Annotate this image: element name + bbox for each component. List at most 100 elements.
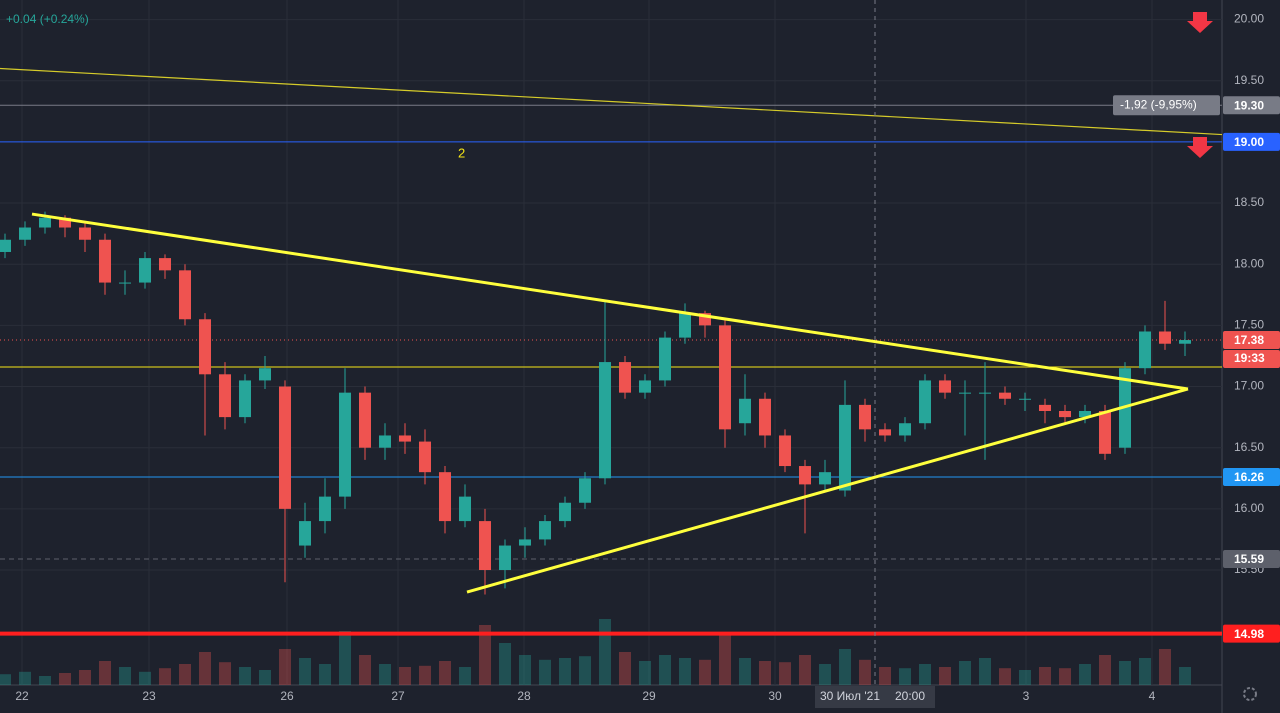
candle-body	[579, 478, 591, 503]
candles	[0, 211, 1191, 595]
x-tick-label: 27	[391, 689, 405, 703]
candle-body	[899, 423, 911, 436]
volume-bar	[339, 631, 351, 685]
candle-body	[799, 466, 811, 485]
volume-bar	[319, 664, 331, 685]
candle-body	[999, 392, 1011, 399]
volume-bar	[279, 649, 291, 685]
candle-body	[679, 313, 691, 338]
trendlines	[0, 67, 1223, 594]
volume-bar	[919, 664, 931, 685]
volume-bar	[939, 667, 951, 685]
countdown-bg	[1223, 350, 1280, 369]
x-tick-label: 29	[642, 689, 656, 703]
candle-body	[639, 380, 651, 393]
volume-bar	[999, 668, 1011, 685]
y-tick-label: 18.00	[1234, 256, 1264, 270]
trendline	[466, 387, 1189, 594]
candle-body	[139, 258, 151, 283]
y-tick-label: 18.50	[1234, 195, 1264, 209]
candle-body	[59, 217, 71, 228]
volume-bar	[479, 625, 491, 685]
volume-bar	[39, 676, 51, 685]
alert-arrow[interactable]	[1187, 137, 1213, 158]
candle-body	[319, 496, 331, 522]
volume-bar	[1059, 668, 1071, 685]
candle-body	[739, 398, 751, 424]
volume-bar	[379, 664, 391, 685]
candle-body	[459, 496, 471, 522]
price-label: 14.98	[1234, 627, 1264, 641]
volume-bar	[959, 661, 971, 685]
price-label-bg	[1223, 624, 1280, 643]
volume-bar	[1079, 664, 1091, 685]
candle-body	[879, 429, 891, 436]
volume-bar	[879, 667, 891, 685]
volume-bar	[839, 649, 851, 685]
candle-body	[819, 472, 831, 485]
candle-body	[599, 362, 611, 479]
candle-body	[299, 521, 311, 546]
x-tick-label: 22	[15, 689, 29, 703]
volume-bar	[399, 667, 411, 685]
volume-bar	[1039, 667, 1051, 685]
candle-body	[519, 539, 531, 546]
volume-bar	[1139, 658, 1151, 685]
candle-body	[659, 337, 671, 381]
crosshair-date: 30 Июл '21	[820, 689, 880, 703]
candle-body	[859, 404, 871, 430]
candle-body	[719, 325, 731, 430]
x-tick-label: 28	[517, 689, 531, 703]
candle-body	[959, 392, 971, 394]
volume-bar	[0, 674, 12, 685]
volume-bar	[859, 659, 871, 685]
y-tick-label: 17.00	[1234, 379, 1264, 393]
price-label: 19.30	[1234, 98, 1264, 112]
candle-body	[79, 227, 91, 240]
trendline	[0, 67, 1223, 136]
candle-body	[179, 270, 191, 320]
volume-bar	[19, 671, 31, 685]
volume-bar	[299, 658, 311, 685]
volume-bar	[79, 670, 91, 685]
volume-bar	[579, 656, 591, 685]
volume-bar	[539, 659, 551, 685]
volume-bar	[139, 671, 151, 685]
volume-bar	[759, 661, 771, 685]
volume-bar	[219, 662, 231, 685]
y-tick-label: 16.00	[1234, 501, 1264, 515]
candle-body	[1139, 331, 1151, 369]
candle-body	[159, 258, 171, 271]
volume-bar	[199, 652, 211, 685]
volume-bar	[259, 670, 271, 685]
x-tick-label: 4	[1149, 689, 1156, 703]
candle-body	[559, 502, 571, 522]
volume-bar	[99, 661, 111, 685]
volume-bar	[699, 659, 711, 685]
candle-body	[1059, 411, 1071, 418]
candle-body	[0, 239, 12, 252]
candle-body	[619, 362, 631, 393]
volume-bar	[819, 664, 831, 685]
volume-bar	[179, 664, 191, 685]
y-tick-label: 17.50	[1234, 318, 1264, 332]
x-tick-label: 26	[280, 689, 294, 703]
crosshair-label-bg	[815, 686, 935, 708]
candle-body	[199, 319, 211, 375]
trendline	[31, 212, 1189, 391]
settings-icon[interactable]	[1243, 687, 1257, 701]
candle-body	[1019, 398, 1031, 400]
volume-bar	[439, 661, 451, 685]
alert-arrow[interactable]	[1187, 12, 1213, 33]
candle-body	[239, 380, 251, 418]
volume-bar	[799, 655, 811, 685]
volume-bar	[1099, 655, 1111, 685]
y-tick-label: 19.50	[1234, 73, 1264, 87]
volume-bar	[1159, 649, 1171, 685]
candle-body	[119, 282, 131, 284]
countdown: 19:33	[1234, 351, 1265, 365]
price-label: 17.38	[1234, 333, 1264, 347]
candle-body	[539, 521, 551, 540]
